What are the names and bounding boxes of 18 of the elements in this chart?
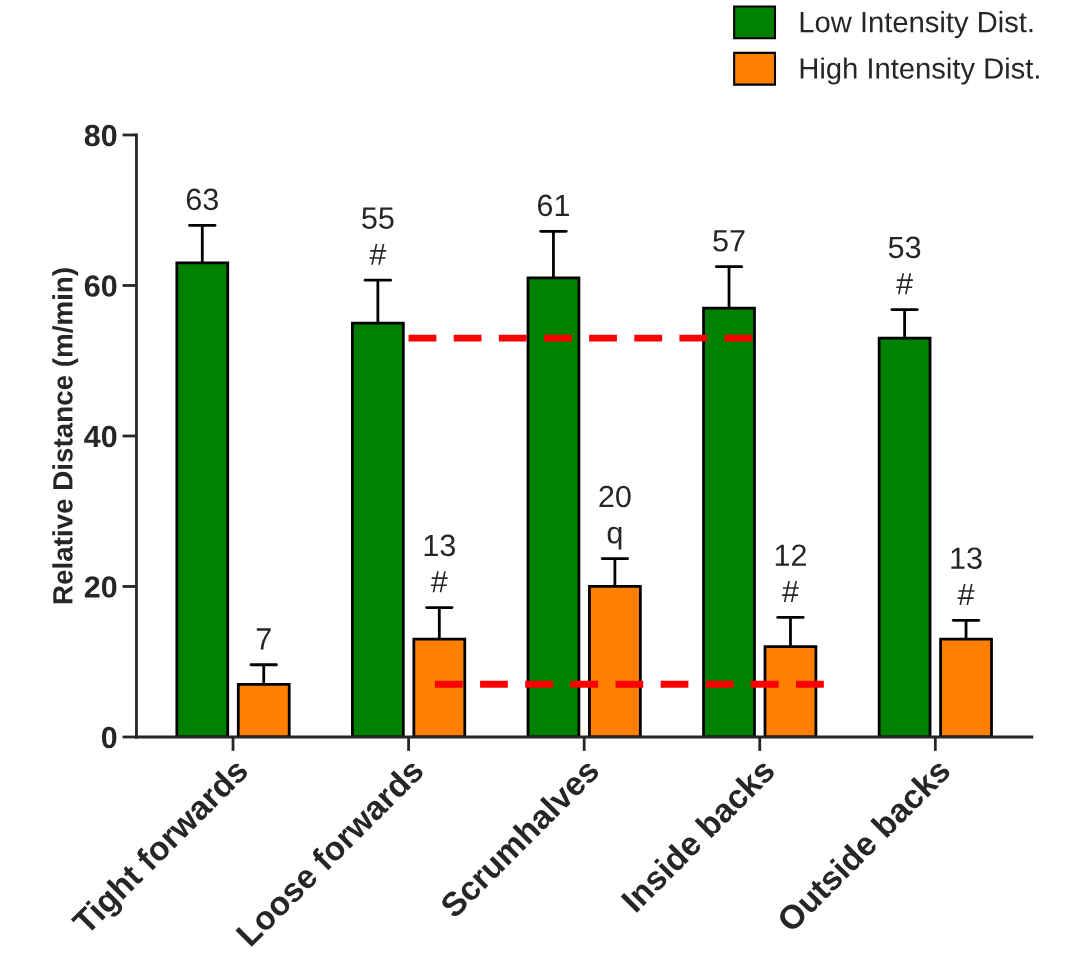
y-tick-label: 80	[84, 124, 117, 147]
data-label: 53 #	[888, 236, 921, 295]
data-label: 61	[538, 194, 569, 217]
legend-label: High Intensity Dist.	[800, 57, 1039, 85]
data-label: 20 q	[599, 485, 631, 550]
data-label: 57	[713, 230, 745, 252]
y-tick-label: 40	[84, 425, 117, 448]
y-axis-title: Relative Distance (m/min)	[52, 268, 79, 604]
data-label: 13 #	[424, 534, 455, 593]
y-tick-label: 0	[101, 726, 117, 749]
data-label: 12 #	[775, 544, 806, 602]
data-label: 13 #	[951, 547, 982, 605]
data-label: 63	[186, 188, 218, 211]
data-label: 7	[256, 628, 271, 650]
data-label: 55 #	[362, 207, 394, 265]
y-tick-label: 60	[84, 275, 117, 297]
y-tick-label: 20	[84, 576, 117, 598]
legend-label: Low Intensity Dist.	[800, 11, 1033, 39]
